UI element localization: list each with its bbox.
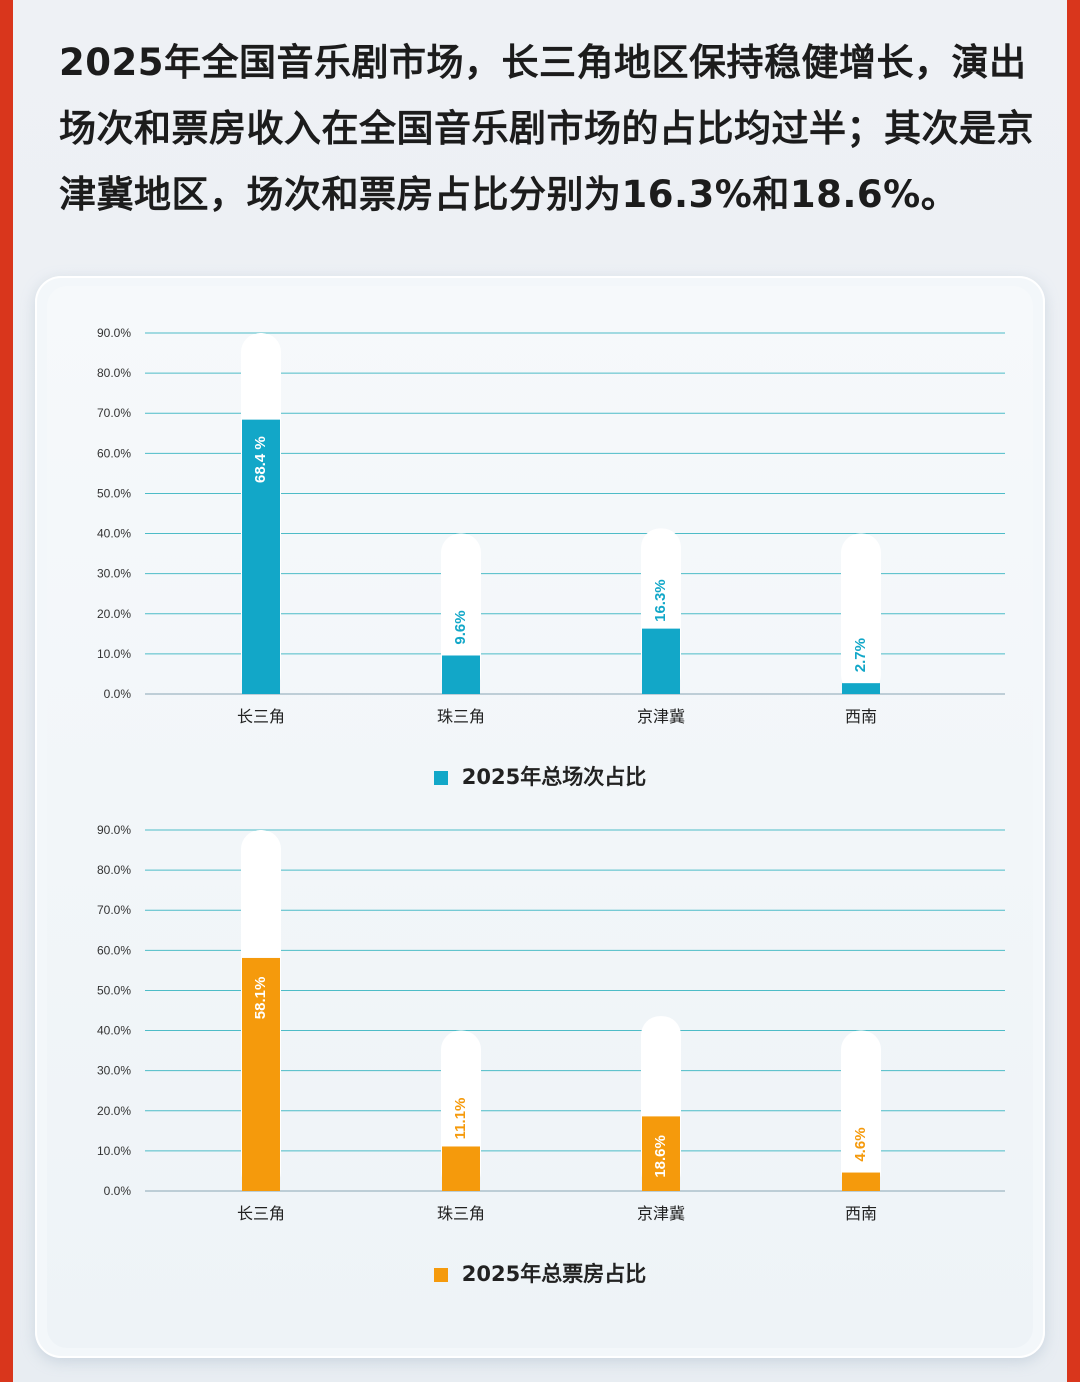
y-tick-label: 40.0% xyxy=(97,527,131,541)
y-tick-label: 20.0% xyxy=(97,607,131,621)
data-label: 58.1% xyxy=(252,977,269,1020)
category-label: 珠三角 xyxy=(437,707,485,726)
y-tick-label: 50.0% xyxy=(97,983,131,997)
bar xyxy=(442,1146,480,1191)
y-tick-label: 10.0% xyxy=(97,1144,131,1158)
category-label: 长三角 xyxy=(237,707,285,726)
y-tick-label: 0.0% xyxy=(104,687,132,701)
category-label: 长三角 xyxy=(237,1204,285,1223)
y-tick-label: 90.0% xyxy=(97,823,131,837)
y-tick-label: 40.0% xyxy=(97,1024,131,1038)
y-tick-label: 70.0% xyxy=(97,903,131,917)
bar xyxy=(842,1172,880,1191)
legend-label: 2025年总票房占比 xyxy=(461,1262,647,1286)
sessions-share-chart: 0.0% 10.0% 20.0% 30.0% 40.0% 50.0% 60.0% 70.0% 8… xyxy=(97,326,1005,726)
headline-text: 2025年全国音乐剧市场，长三角地区保持稳健增长，演出场次和票房收入在全国音乐剧… xyxy=(59,41,1034,216)
legend-label: 2025年总场次占比 xyxy=(461,765,647,789)
legend-swatch xyxy=(433,1268,448,1282)
chart-card: 0.0% 10.0% 20.0% 30.0% 40.0% 50.0% 60.0% 70.0% 8… xyxy=(35,276,1045,1358)
bar xyxy=(442,655,480,694)
y-tick-label: 60.0% xyxy=(97,446,131,460)
y-tick-label: 30.0% xyxy=(97,567,131,581)
y-tick-label: 80.0% xyxy=(97,863,131,877)
category-label: 京津冀 xyxy=(637,1204,685,1223)
category-label: 京津冀 xyxy=(637,707,685,726)
data-label: 4.6% xyxy=(852,1127,869,1161)
bar xyxy=(642,628,680,694)
legend-swatch xyxy=(433,771,448,785)
boxoffice-legend: 2025年总票房占比 xyxy=(35,1258,1045,1288)
bar xyxy=(242,419,280,694)
data-label: 11.1% xyxy=(452,1098,469,1140)
y-tick-label: 20.0% xyxy=(97,1104,131,1118)
sessions-legend: 2025年总场次占比 xyxy=(35,761,1045,791)
data-label: 2.7% xyxy=(852,638,869,672)
bar-capsule xyxy=(441,533,481,694)
bar xyxy=(242,957,280,1191)
y-tick-label: 90.0% xyxy=(97,326,131,340)
boxoffice-share-chart: 0.0% 10.0% 20.0% 30.0% 40.0% 50.0% 60.0% 70.0% 8… xyxy=(97,823,1005,1223)
y-tick-label: 0.0% xyxy=(104,1184,132,1198)
category-label: 西南 xyxy=(845,1204,877,1223)
category-label: 珠三角 xyxy=(437,1204,485,1223)
y-tick-label: 60.0% xyxy=(97,943,131,957)
bar xyxy=(842,683,880,694)
bar-capsule xyxy=(841,1030,881,1191)
bar xyxy=(642,1116,680,1191)
y-tick-label: 70.0% xyxy=(97,406,131,420)
y-tick-label: 10.0% xyxy=(97,647,131,661)
bar-capsule xyxy=(841,533,881,694)
page: 2025年全国音乐剧市场，长三角地区保持稳健增长，演出场次和票房收入在全国音乐剧… xyxy=(13,0,1067,1382)
data-label: 9.6% xyxy=(452,610,469,644)
y-tick-label: 50.0% xyxy=(97,486,131,500)
y-tick-label: 80.0% xyxy=(97,366,131,380)
y-tick-label: 30.0% xyxy=(97,1064,131,1078)
data-label: 16.3% xyxy=(652,579,669,622)
data-label: 68.4 % xyxy=(252,436,269,483)
data-label: 18.6% xyxy=(652,1135,669,1178)
category-label: 西南 xyxy=(845,707,877,726)
